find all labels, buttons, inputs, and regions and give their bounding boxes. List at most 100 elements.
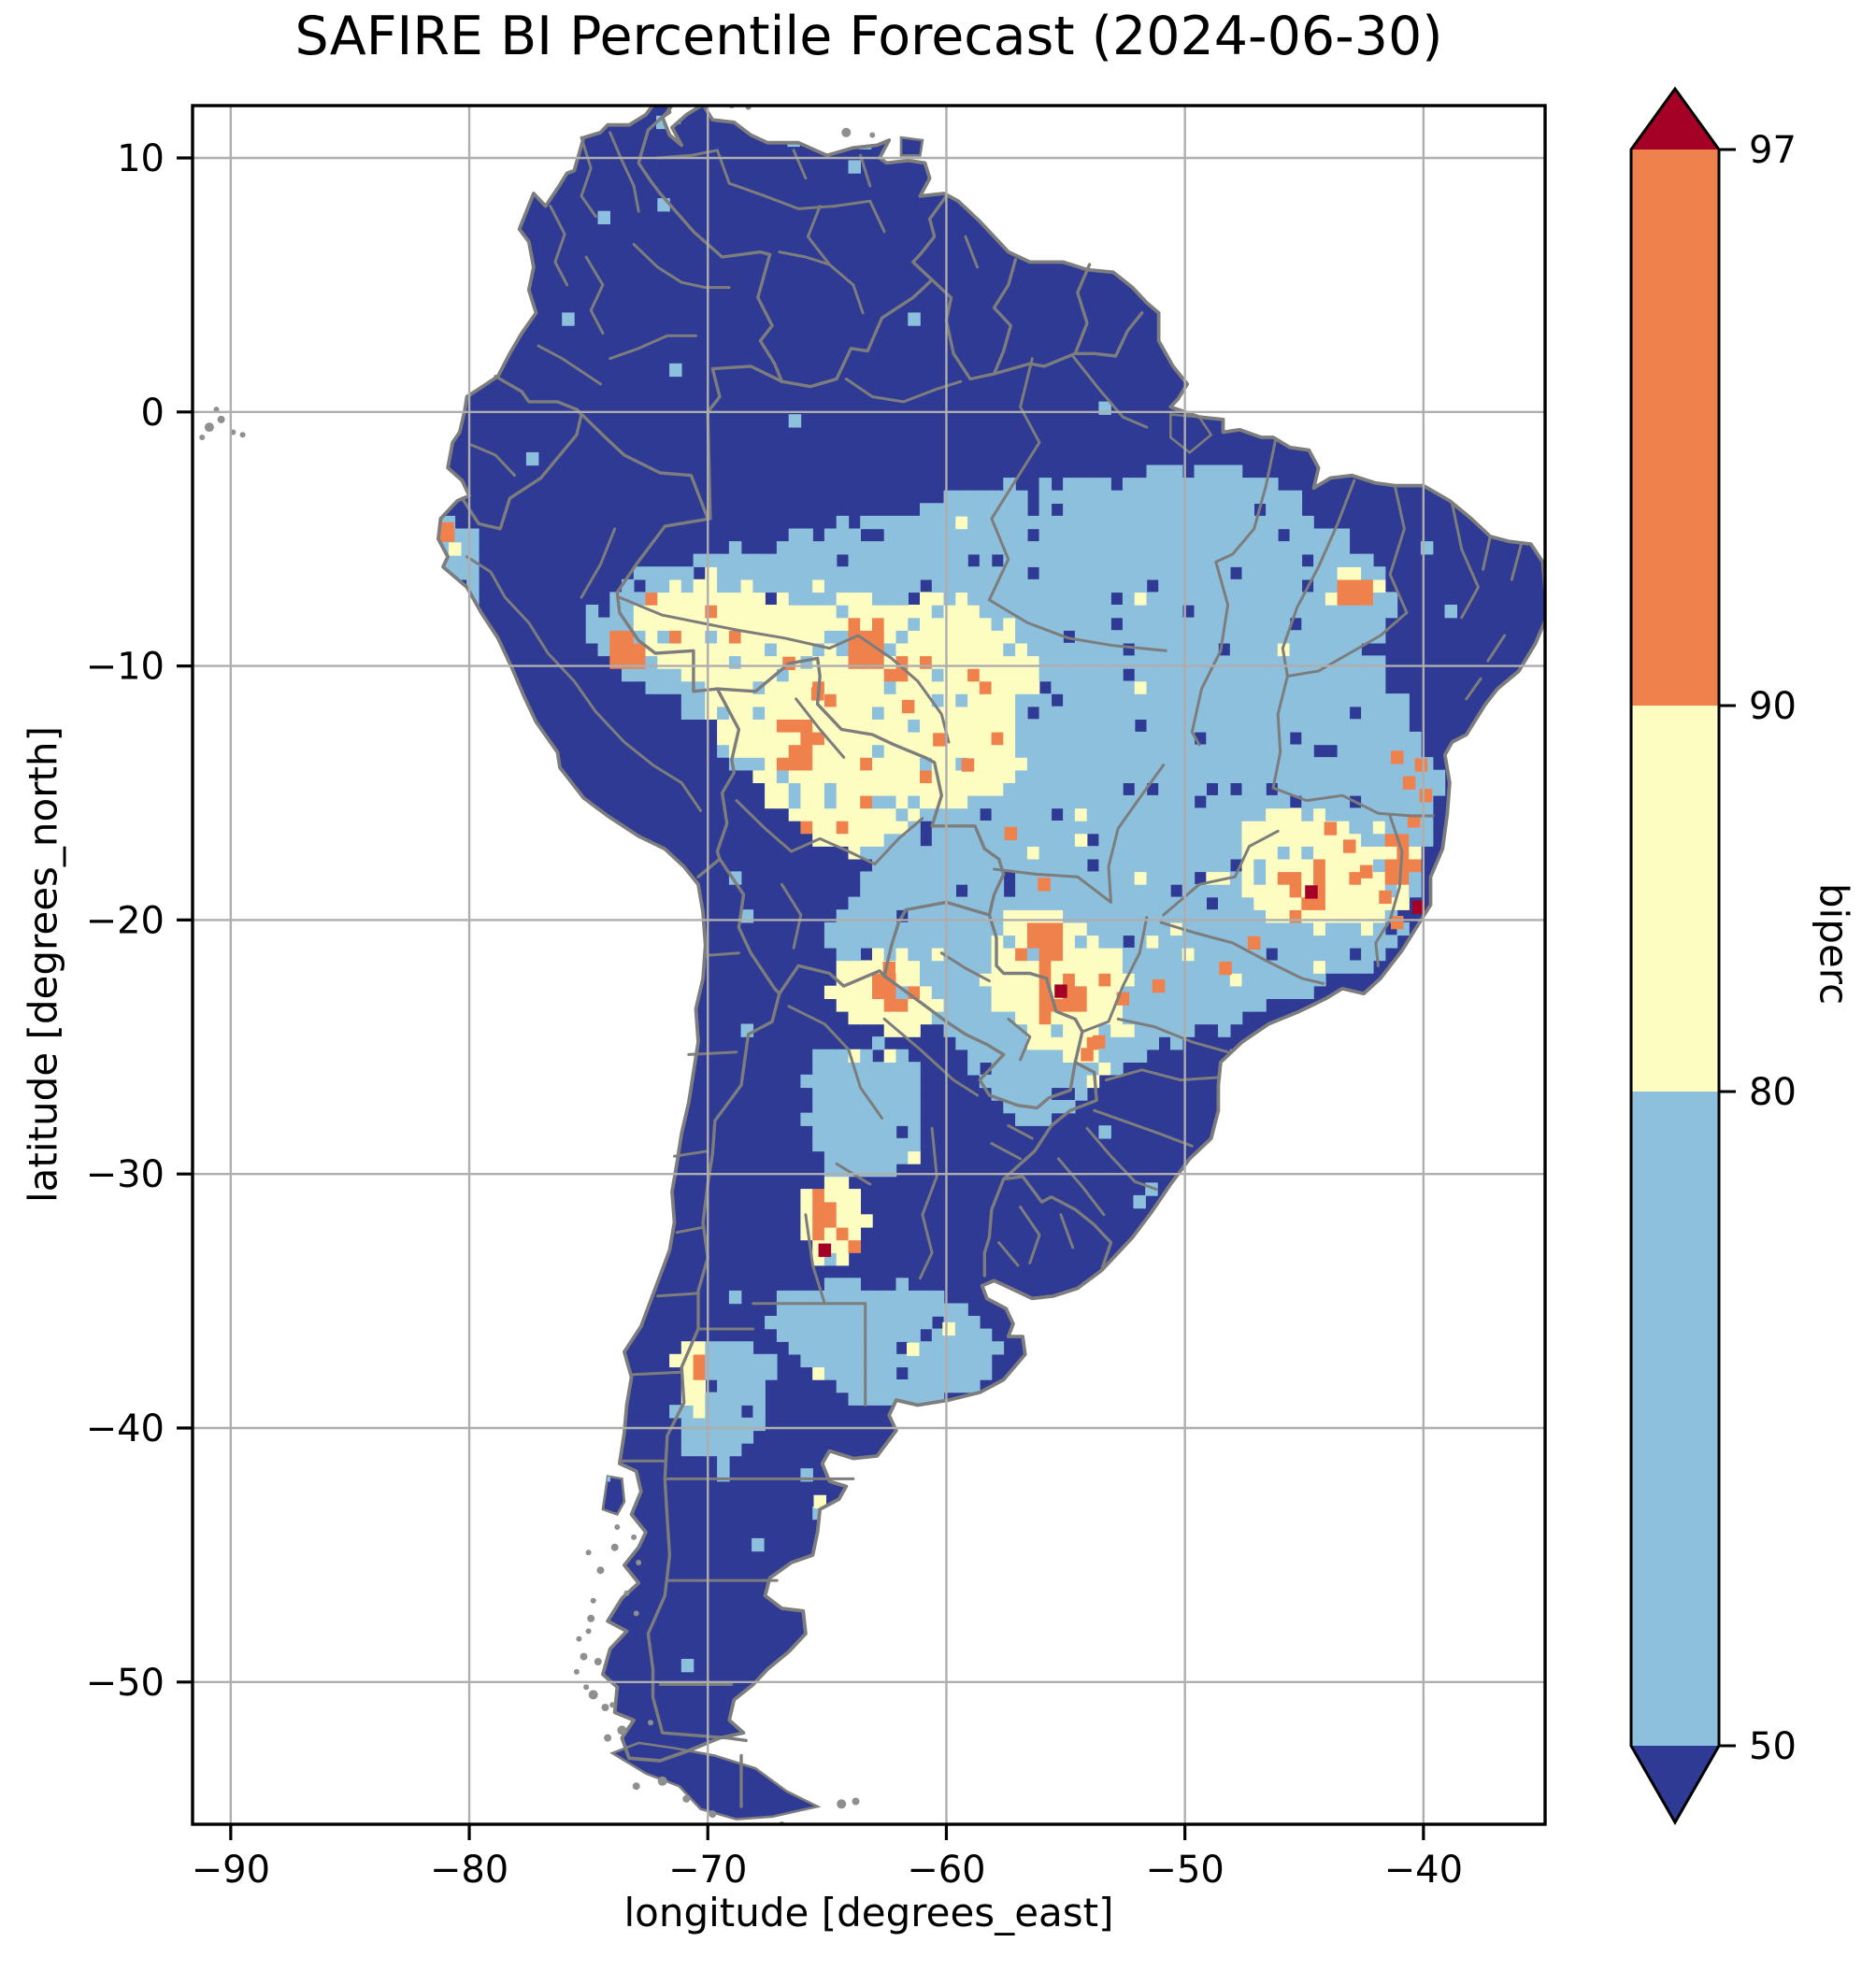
raster-cell	[1146, 757, 1159, 771]
islet-dot	[590, 1597, 596, 1604]
raster-cell	[1170, 960, 1183, 974]
raster-cell	[872, 744, 885, 758]
raster-cell	[1015, 719, 1028, 733]
raster-cell	[872, 1316, 885, 1330]
raster-cell	[1158, 833, 1171, 847]
raster-cell	[1086, 528, 1100, 542]
raster-cell	[1349, 744, 1362, 758]
raster-cell	[1098, 935, 1111, 949]
raster-cell	[1289, 871, 1303, 885]
raster-cell	[1229, 680, 1243, 694]
raster-cell	[1003, 757, 1016, 771]
raster-cell	[1086, 871, 1100, 885]
raster-cell	[1241, 668, 1254, 682]
raster-cell	[836, 833, 850, 847]
raster-cell	[967, 871, 981, 885]
raster-cell	[860, 693, 873, 707]
raster-cell	[1194, 566, 1207, 580]
raster-cell	[1110, 973, 1124, 987]
raster-cell	[788, 769, 802, 783]
raster-cell	[1051, 731, 1064, 746]
raster-cell	[883, 1049, 897, 1063]
raster-cell	[657, 566, 670, 580]
raster-cell	[1361, 935, 1374, 949]
hotspot-cell-orange	[1093, 1035, 1106, 1049]
raster-cell	[1086, 794, 1100, 809]
x-tick-label: −40	[1384, 1849, 1463, 1892]
raster-cell	[1015, 858, 1028, 873]
raster-cell	[1074, 515, 1088, 530]
raster-cell	[836, 1100, 850, 1114]
admin-border	[1071, 354, 1149, 429]
raster-cell	[1277, 807, 1291, 821]
raster-cell	[693, 1379, 707, 1393]
raster-cell	[1026, 833, 1040, 847]
raster-cell	[908, 617, 921, 631]
raster-cell	[1051, 490, 1064, 504]
raster-cell	[931, 1366, 945, 1380]
raster-cell	[1038, 515, 1053, 530]
raster-cell	[776, 553, 790, 567]
raster-cell	[979, 757, 993, 771]
raster-cell	[645, 630, 658, 644]
raster-cell	[1086, 821, 1100, 835]
raster-cell	[728, 630, 742, 644]
raster-cell	[1194, 985, 1207, 999]
raster-cell	[812, 1137, 825, 1152]
raster-cell	[728, 617, 742, 631]
admin-border	[1271, 675, 1289, 790]
raster-cell	[836, 693, 850, 707]
raster-cell	[1170, 680, 1183, 694]
raster-cell	[657, 578, 670, 593]
raster-cell	[1229, 846, 1243, 860]
raster-cell	[931, 921, 945, 936]
raster-cell	[1098, 921, 1111, 936]
raster-cell	[955, 871, 968, 885]
raster-cell	[883, 1328, 897, 1342]
raster-cell	[1051, 719, 1064, 733]
raster-cell	[1051, 782, 1064, 796]
y-tick-label: −20	[86, 899, 165, 942]
raster-cell	[1146, 541, 1159, 555]
raster-cell	[1134, 630, 1148, 644]
raster-cell	[1337, 592, 1351, 606]
raster-cell	[908, 794, 921, 809]
raster-cell	[1194, 605, 1207, 619]
x-axis-label: longitude [degrees_east]	[623, 1890, 1114, 1935]
admin-border	[1285, 611, 1409, 678]
raster-cell	[1122, 515, 1136, 530]
raster-cell	[860, 985, 873, 999]
raster-cell	[1253, 896, 1267, 910]
plot-border	[191, 104, 1547, 1826]
raster-cell	[717, 719, 730, 733]
raster-cell	[1003, 719, 1016, 733]
raster-cell	[1206, 515, 1219, 530]
raster-cell	[1218, 794, 1231, 809]
raster-cell	[1337, 871, 1351, 885]
raster-cell	[1146, 731, 1159, 746]
raster-cell	[1026, 541, 1040, 555]
raster-cell	[1229, 719, 1243, 733]
raster-cell	[1194, 1010, 1207, 1025]
raster-cell	[908, 719, 921, 733]
raster-cell	[1194, 578, 1207, 593]
raster-cell	[1158, 871, 1171, 885]
raster-cell	[1194, 478, 1207, 492]
raster-cell	[1038, 896, 1053, 910]
raster-cell	[1170, 503, 1183, 517]
raster-cell	[1516, 1493, 1529, 1507]
raster-cell	[823, 1137, 838, 1152]
raster-cell	[1229, 896, 1243, 910]
raster-cell	[336, 1177, 349, 1190]
raster-cell	[1146, 846, 1159, 860]
raster-cell	[1003, 1087, 1016, 1101]
raster-cell	[1206, 630, 1219, 644]
raster-cell	[1241, 503, 1254, 517]
admin-border	[609, 131, 640, 213]
raster-cell	[1146, 794, 1159, 809]
raster-cell	[979, 947, 993, 962]
raster-cell	[872, 947, 885, 962]
raster-cell	[931, 973, 945, 987]
raster-cell	[740, 744, 754, 758]
raster-cell	[1122, 769, 1136, 783]
